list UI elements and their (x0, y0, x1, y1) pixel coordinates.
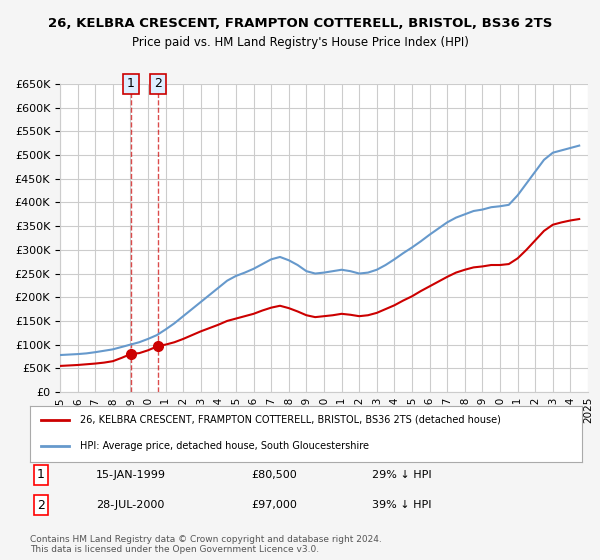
Text: £97,000: £97,000 (251, 500, 296, 510)
Text: £80,500: £80,500 (251, 470, 296, 480)
Text: 1: 1 (127, 77, 135, 91)
Text: 15-JAN-1999: 15-JAN-1999 (96, 470, 166, 480)
Text: HPI: Average price, detached house, South Gloucestershire: HPI: Average price, detached house, Sout… (80, 441, 368, 451)
Text: Price paid vs. HM Land Registry's House Price Index (HPI): Price paid vs. HM Land Registry's House … (131, 36, 469, 49)
Text: 26, KELBRA CRESCENT, FRAMPTON COTTERELL, BRISTOL, BS36 2TS (detached house): 26, KELBRA CRESCENT, FRAMPTON COTTERELL,… (80, 415, 500, 425)
Text: 2: 2 (154, 77, 162, 91)
Text: 2: 2 (37, 498, 45, 512)
Text: 26, KELBRA CRESCENT, FRAMPTON COTTERELL, BRISTOL, BS36 2TS: 26, KELBRA CRESCENT, FRAMPTON COTTERELL,… (48, 17, 552, 30)
Text: Contains HM Land Registry data © Crown copyright and database right 2024.
This d: Contains HM Land Registry data © Crown c… (30, 535, 382, 554)
Text: 29% ↓ HPI: 29% ↓ HPI (372, 470, 432, 480)
Text: 39% ↓ HPI: 39% ↓ HPI (372, 500, 432, 510)
Text: 28-JUL-2000: 28-JUL-2000 (96, 500, 164, 510)
Text: 1: 1 (37, 468, 45, 482)
